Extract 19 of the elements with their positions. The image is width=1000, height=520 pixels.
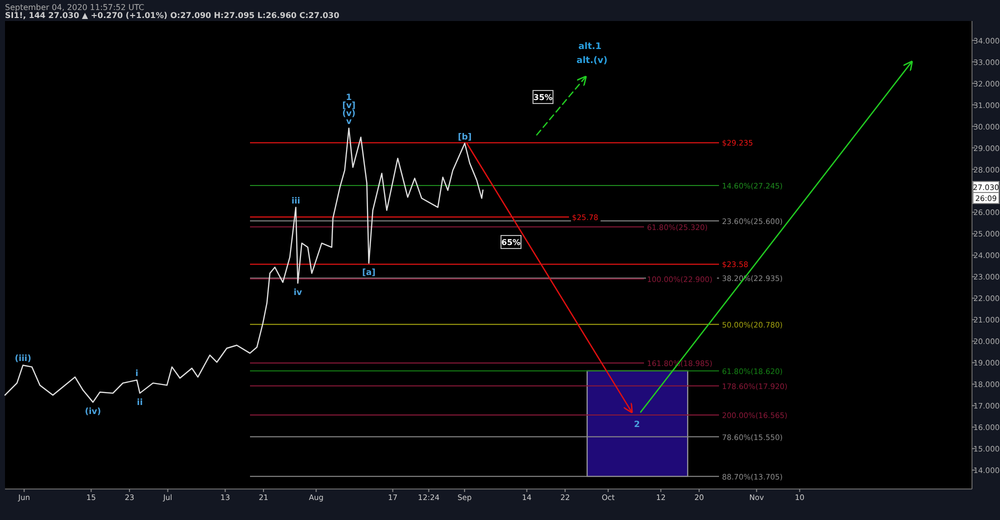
- annotation: [a]: [362, 268, 376, 278]
- annotation: 2: [634, 420, 640, 430]
- chart-subtitle: September 04, 2020 11:57:52 UTC: [5, 3, 145, 12]
- annotation: (iv): [84, 407, 102, 418]
- annotation: 1: [346, 93, 352, 104]
- annotation: (v): [342, 109, 356, 120]
- annotation: iv: [294, 288, 302, 298]
- annotation: 65%: [501, 238, 521, 247]
- annotation: [b]: [458, 132, 472, 142]
- line-series: [4, 128, 484, 403]
- annotation: 35%: [533, 93, 553, 102]
- annotation: (iii): [14, 354, 32, 364]
- chart-title: SI1!, 144 27.030 ▲ +0.270 (+1.01%) O:27.090 H:27.095 L:26.960 C:27.030: [5, 11, 340, 20]
- annotation: alt.1: [578, 42, 602, 52]
- annotation: ii: [136, 398, 143, 408]
- annotation: iii: [291, 196, 300, 206]
- annotation: i: [135, 369, 138, 380]
- annotation: alt.(v): [576, 56, 608, 66]
- annotation: v: [346, 117, 352, 128]
